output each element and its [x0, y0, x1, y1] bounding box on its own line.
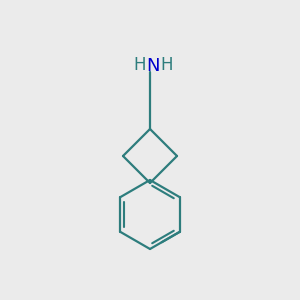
- Text: N: N: [146, 57, 160, 75]
- Text: H: H: [133, 56, 146, 74]
- Text: H: H: [160, 56, 173, 74]
